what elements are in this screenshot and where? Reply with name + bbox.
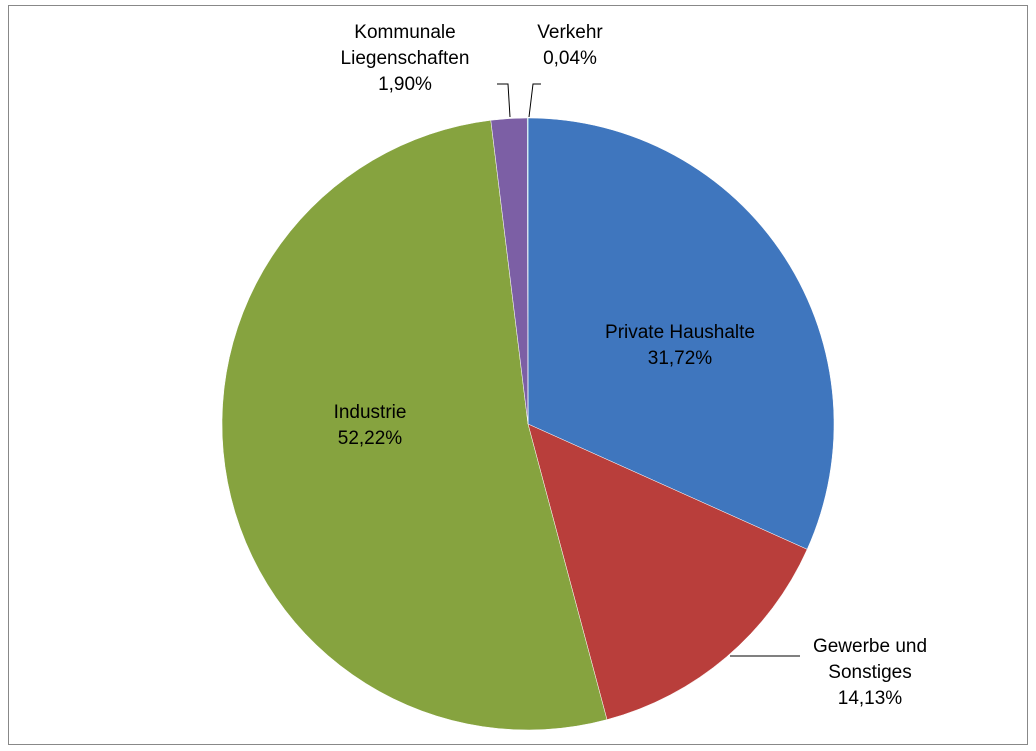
slice-value: 1,90% xyxy=(378,74,432,95)
slice-value: 0,04% xyxy=(543,48,597,69)
slice-value: 14,13% xyxy=(837,688,903,709)
leader-line xyxy=(528,83,541,118)
slice-name: Private Haushalte xyxy=(605,322,755,343)
data-label: Verkehr 0,04% xyxy=(520,20,620,72)
pie-slice xyxy=(526,117,529,425)
slice-name: Gewerbe und Sonstiges xyxy=(812,636,928,683)
pie-slice xyxy=(527,117,835,550)
slice-name: Industrie xyxy=(333,402,407,423)
slice-name: Verkehr xyxy=(537,22,603,43)
data-label: Gewerbe und Sonstiges 14,13% xyxy=(790,634,950,712)
data-label: Private Haushalte 31,72% xyxy=(600,320,760,372)
slice-value: 31,72% xyxy=(647,348,713,369)
data-label: Industrie 52,22% xyxy=(290,400,450,452)
pie-slice xyxy=(221,119,608,731)
leader-line xyxy=(497,83,511,118)
pie-slice xyxy=(527,423,808,720)
slice-value: 52,22% xyxy=(337,428,403,449)
slice-name: Kommunale Liegenschaften xyxy=(340,22,470,69)
data-label: Kommunale Liegenschaften 1,90% xyxy=(325,20,485,98)
